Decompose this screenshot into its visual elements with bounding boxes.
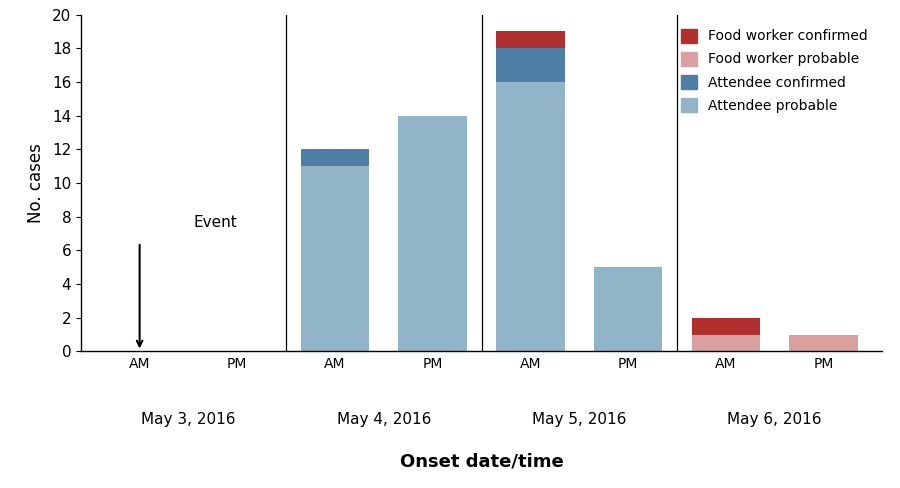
Bar <box>496 48 564 82</box>
Text: Event: Event <box>194 215 237 230</box>
Bar <box>496 82 564 351</box>
Bar <box>399 116 467 351</box>
Bar <box>691 318 760 335</box>
Text: May 4, 2016: May 4, 2016 <box>337 412 431 427</box>
Bar <box>691 335 760 351</box>
Bar <box>594 267 662 351</box>
Text: May 5, 2016: May 5, 2016 <box>532 412 626 427</box>
Text: May 3, 2016: May 3, 2016 <box>141 412 236 427</box>
Bar <box>301 149 369 166</box>
Text: Onset date/time: Onset date/time <box>400 452 563 470</box>
Bar <box>789 335 858 351</box>
Text: May 6, 2016: May 6, 2016 <box>727 412 822 427</box>
Legend: Food worker confirmed, Food worker probable, Attendee confirmed, Attendee probab: Food worker confirmed, Food worker proba… <box>673 21 875 120</box>
Y-axis label: No. cases: No. cases <box>27 143 45 223</box>
Bar <box>301 166 369 351</box>
Bar <box>496 31 564 48</box>
